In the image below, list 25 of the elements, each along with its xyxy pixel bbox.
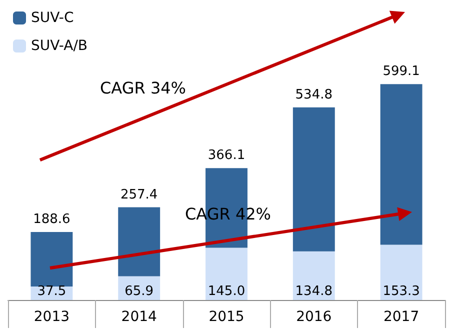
bar — [292, 251, 335, 300]
data-label: 134.8 — [295, 284, 333, 299]
x-tick-label: 2017 — [383, 309, 420, 325]
legend-label: SUV-C — [31, 10, 74, 26]
data-label: 145.0 — [208, 284, 246, 299]
x-tick-label: 2015 — [208, 309, 244, 325]
x-tick-label: 2014 — [121, 309, 157, 325]
x-tick-label: 2013 — [34, 309, 70, 325]
legend-label: SUV-A/B — [31, 38, 88, 54]
bar — [30, 232, 73, 286]
total-label: 534.8 — [295, 87, 333, 102]
total-label: 366.1 — [208, 148, 246, 164]
total-label: 599.1 — [382, 64, 420, 80]
bar — [118, 207, 160, 276]
annotation: CAGR 34% — [100, 78, 186, 98]
data-label: 65.9 — [124, 284, 154, 299]
total-label: 257.4 — [120, 187, 158, 202]
bar — [292, 107, 335, 252]
x-tick-label: 2016 — [296, 309, 332, 325]
bar — [206, 248, 248, 300]
bar — [380, 244, 422, 300]
bar — [380, 84, 422, 245]
data-label: 37.5 — [37, 284, 66, 299]
total-label: 188.6 — [33, 212, 70, 228]
data-label: 153.3 — [382, 284, 420, 299]
